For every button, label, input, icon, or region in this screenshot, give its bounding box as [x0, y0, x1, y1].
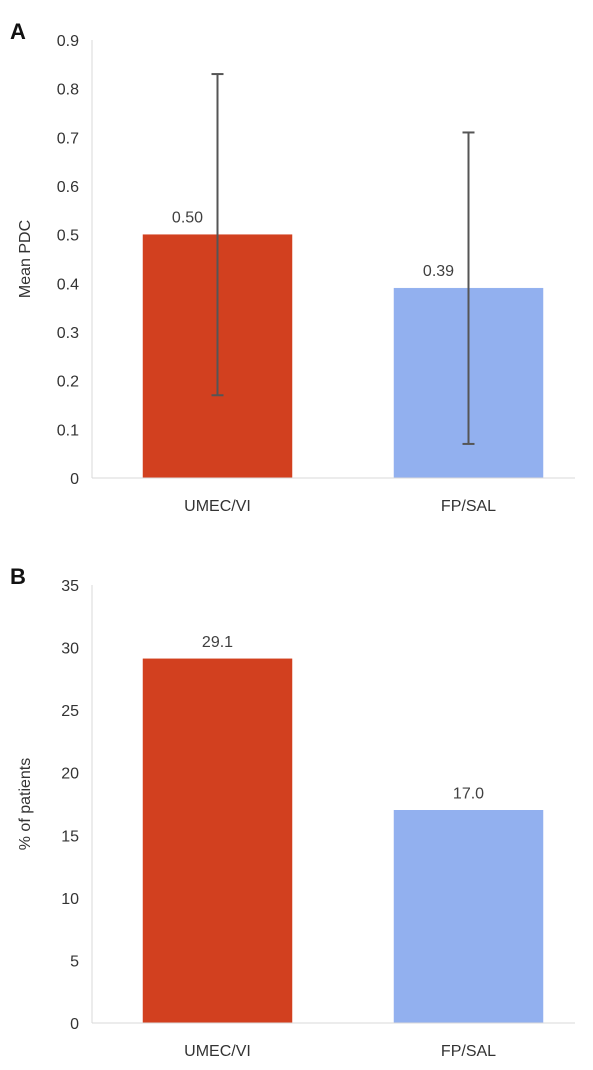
x-category-label: UMEC/VI: [184, 498, 251, 515]
y-axis-label: Mean PDC: [17, 220, 34, 298]
y-tick-label: 0.7: [57, 130, 79, 147]
y-tick-label: 0.5: [57, 228, 79, 245]
data-label: 0.39: [423, 263, 454, 280]
y-tick-label: 0: [70, 1016, 79, 1033]
y-tick-label: 5: [70, 953, 79, 970]
x-category-label: FP/SAL: [441, 1043, 496, 1060]
x-category-label: UMEC/VI: [184, 1043, 251, 1060]
y-tick-label: 10: [61, 891, 79, 908]
panel-letter: A: [10, 19, 26, 44]
y-tick-label: 20: [61, 766, 79, 783]
bar-umec-vi: [142, 658, 293, 1024]
y-tick-label: 15: [61, 828, 79, 845]
y-tick-label: 35: [61, 578, 79, 595]
y-tick-label: 30: [61, 641, 79, 658]
y-tick-label: 0: [70, 471, 79, 488]
y-tick-label: 0.2: [57, 374, 79, 391]
data-label: 29.1: [202, 634, 233, 651]
data-label: 0.50: [172, 210, 203, 227]
y-tick-label: 0.8: [57, 82, 79, 99]
chart-panel-b: B 0 5 10 15 20 25 30 35 % of patients 29.1 17.0 UMEC…: [10, 564, 575, 1060]
chart-panel-a: A 0 0.1 0.2 0.3 0.4 0.5 0.6 0.7 0.8 0.9 Mean PDC 0.5…: [10, 19, 575, 515]
y-tick-label: 0.9: [57, 33, 79, 50]
x-category-label: FP/SAL: [441, 498, 496, 515]
y-tick-label: 0.3: [57, 325, 79, 342]
y-tick-label: 25: [61, 703, 79, 720]
y-tick-label: 0.6: [57, 179, 79, 196]
data-label: 17.0: [453, 785, 484, 802]
panel-letter: B: [10, 564, 26, 589]
y-tick-label: 0.1: [57, 422, 79, 439]
bar-fp-sal: [393, 810, 544, 1024]
y-tick-label: 0.4: [57, 276, 79, 293]
y-axis-label: % of patients: [17, 758, 34, 851]
